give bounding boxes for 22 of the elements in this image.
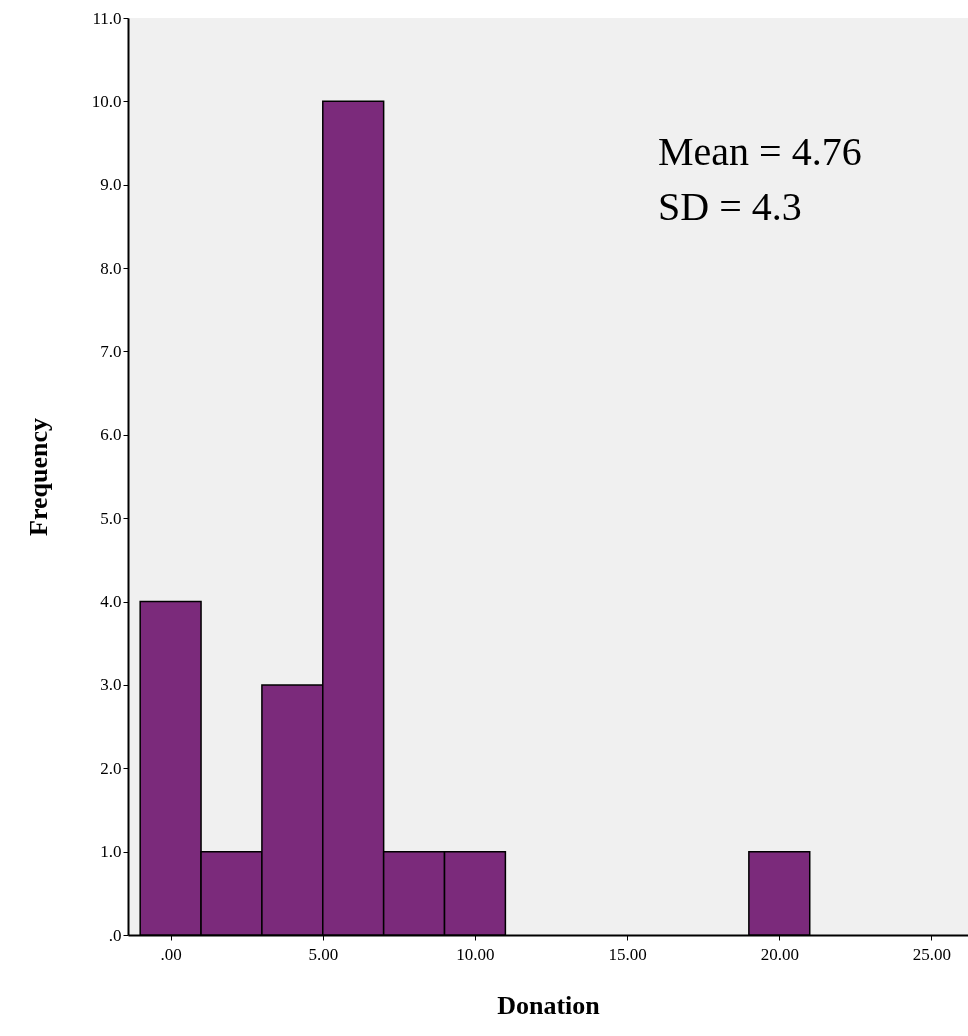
y-tick-label: 7.0 (100, 341, 122, 361)
y-axis-title: Frequency (23, 418, 53, 536)
y-tick-label: 4.0 (100, 592, 122, 612)
y-tick-label: .0 (108, 925, 122, 945)
x-axis-title: Donation (497, 990, 601, 1020)
annotation: SD = 4.3 (658, 184, 802, 229)
y-tick-label: 5.0 (100, 508, 122, 528)
y-tick-label: 8.0 (100, 258, 122, 278)
x-tick-label: 5.00 (308, 944, 339, 964)
x-tick-label: 25.00 (912, 944, 952, 964)
y-tick-label: 9.0 (100, 175, 122, 195)
y-tick-label: 6.0 (100, 425, 122, 445)
y-tick-label: 2.0 (100, 758, 122, 778)
x-tick-label: 20.00 (760, 944, 799, 964)
x-tick-label: .00 (160, 944, 182, 964)
y-tick-label: 11.0 (92, 8, 122, 28)
y-tick-label: 1.0 (100, 842, 122, 862)
x-tick-label: 15.00 (608, 944, 647, 964)
annotation: Mean = 4.76 (658, 129, 862, 174)
y-tick-label: 3.0 (100, 675, 122, 695)
x-tick-label: 10.00 (456, 944, 495, 964)
y-tick-label: 10.0 (91, 91, 122, 111)
